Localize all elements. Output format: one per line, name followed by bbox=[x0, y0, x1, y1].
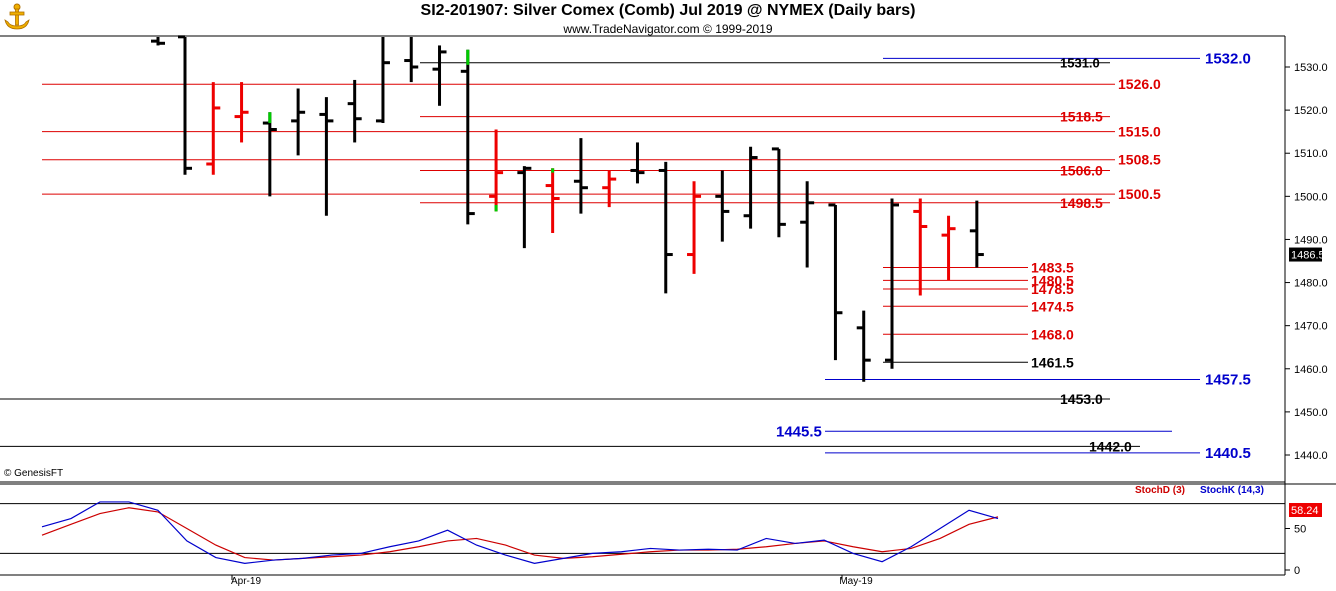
level-label-red: 1498.5 bbox=[1060, 195, 1103, 211]
ohlc-bar bbox=[404, 37, 419, 83]
x-tick-label: May-19 bbox=[839, 576, 873, 587]
level-label-blue: 1532.0 bbox=[1205, 50, 1251, 67]
legend-stoch-k: StochK (14,3) bbox=[1200, 485, 1264, 496]
anchor-logo-icon bbox=[4, 3, 30, 30]
y-tick-label: 1510.0 bbox=[1294, 148, 1328, 160]
y-tick-label: 1530.0 bbox=[1294, 62, 1328, 74]
ohlc-bar bbox=[658, 161, 673, 294]
ohlc-bar bbox=[347, 79, 362, 143]
ohlc-bar bbox=[432, 45, 447, 106]
stoch-y-tick-label: 50 bbox=[1294, 524, 1306, 536]
ohlc-bar bbox=[319, 97, 334, 216]
ohlc-bar bbox=[206, 82, 221, 175]
level-label-blue: 1440.5 bbox=[1205, 445, 1251, 462]
ohlc-bar bbox=[771, 147, 786, 238]
copyright-text: © GenesisFT bbox=[4, 468, 64, 479]
y-tick-label: 1490.0 bbox=[1294, 234, 1328, 246]
stoch-y-tick-label: 0 bbox=[1294, 565, 1300, 577]
last-price-badge bbox=[1289, 247, 1322, 262]
ohlc-bar bbox=[262, 112, 277, 197]
ohlc-bar bbox=[630, 142, 645, 184]
ohlc-bar bbox=[375, 37, 390, 124]
ohlc-bar bbox=[178, 35, 192, 175]
legend-stoch-d: StochD (3) bbox=[1135, 485, 1185, 496]
ohlc-bar bbox=[234, 82, 249, 143]
ohlc-bar bbox=[913, 198, 928, 296]
level-label-red: 1480.5 bbox=[1031, 272, 1074, 288]
chart-title: SI2-201907: Silver Comex (Comb) Jul 2019… bbox=[420, 2, 916, 19]
last-price-label: 1486.5 bbox=[1291, 250, 1325, 262]
ohlc-bar bbox=[743, 146, 758, 229]
level-label-red: 1508.5 bbox=[1118, 152, 1161, 168]
ohlc-bar bbox=[460, 49, 475, 225]
ohlc-bar bbox=[489, 129, 504, 212]
y-tick-label: 1460.0 bbox=[1294, 364, 1328, 376]
ohlc-bar bbox=[545, 168, 560, 233]
level-label-blue: 1445.5 bbox=[776, 423, 822, 440]
ohlc-bar bbox=[715, 170, 730, 242]
ohlc-bar bbox=[687, 181, 702, 274]
y-tick-label: 1440.0 bbox=[1294, 450, 1328, 462]
stoch-series-line bbox=[41, 507, 999, 561]
level-label-black: 1461.5 bbox=[1031, 354, 1074, 370]
level-label-black: 1453.0 bbox=[1060, 391, 1103, 407]
level-label-red: 1478.5 bbox=[1031, 281, 1074, 297]
ohlc-bar bbox=[856, 310, 871, 382]
y-tick-label: 1450.0 bbox=[1294, 407, 1328, 419]
ohlc-bar bbox=[828, 203, 843, 361]
ohlc-bar bbox=[517, 166, 532, 249]
level-label-red: 1474.5 bbox=[1031, 298, 1074, 314]
ohlc-bar bbox=[291, 88, 306, 156]
ohlc-bar bbox=[800, 181, 815, 268]
chart-subtitle: www.TradeNavigator.com © 1999-2019 bbox=[563, 22, 773, 36]
level-label-red: 1526.0 bbox=[1118, 76, 1161, 92]
level-label-blue: 1457.5 bbox=[1205, 372, 1251, 389]
x-tick-label: Apr-19 bbox=[231, 576, 261, 587]
ohlc-bar bbox=[885, 198, 899, 369]
ohlc-bar bbox=[573, 138, 588, 214]
ohlc-bar bbox=[602, 170, 617, 208]
stoch-value-badge bbox=[1289, 503, 1322, 517]
level-label-black: 1531.0 bbox=[1060, 56, 1100, 71]
level-label-red: 1500.5 bbox=[1118, 186, 1161, 202]
level-label-red: 1483.5 bbox=[1031, 259, 1074, 275]
level-label-red: 1518.5 bbox=[1060, 109, 1103, 125]
stoch-series-line bbox=[41, 501, 999, 564]
stoch-value-label: 58.24 bbox=[1291, 505, 1319, 517]
level-label-black: 1442.0 bbox=[1089, 438, 1132, 454]
y-tick-label: 1480.0 bbox=[1294, 278, 1328, 290]
ohlc-bar bbox=[151, 37, 165, 46]
ohlc-bar bbox=[941, 215, 956, 281]
ohlc-bar bbox=[969, 200, 984, 268]
level-label-red: 1506.0 bbox=[1060, 162, 1103, 178]
y-tick-label: 1500.0 bbox=[1294, 191, 1328, 203]
y-tick-label: 1520.0 bbox=[1294, 105, 1328, 117]
level-label-red: 1468.0 bbox=[1031, 326, 1074, 342]
level-label-red: 1515.0 bbox=[1118, 124, 1161, 140]
y-tick-label: 1470.0 bbox=[1294, 321, 1328, 333]
